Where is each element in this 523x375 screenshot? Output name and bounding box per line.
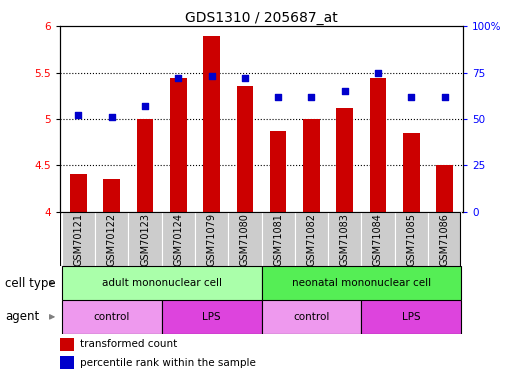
- Bar: [170, 78, 187, 212]
- Text: control: control: [94, 312, 130, 322]
- Bar: [361, 212, 395, 266]
- Bar: [336, 108, 353, 212]
- Text: GSM71086: GSM71086: [439, 213, 450, 266]
- Bar: [128, 212, 162, 266]
- Text: GSM71084: GSM71084: [373, 213, 383, 266]
- Bar: [137, 119, 153, 212]
- Bar: [361, 300, 461, 334]
- Bar: [303, 119, 320, 212]
- Text: LPS: LPS: [202, 312, 221, 322]
- Text: control: control: [293, 312, 329, 322]
- Text: GSM71083: GSM71083: [340, 213, 350, 266]
- Bar: [95, 212, 128, 266]
- Point: [307, 94, 315, 100]
- Point: [340, 88, 349, 94]
- Point: [274, 94, 282, 100]
- Text: neonatal mononuclear cell: neonatal mononuclear cell: [292, 278, 431, 288]
- Bar: [104, 179, 120, 212]
- Text: GSM71082: GSM71082: [306, 213, 316, 266]
- Bar: [328, 212, 361, 266]
- Bar: [403, 133, 419, 212]
- Bar: [62, 212, 95, 266]
- Bar: [370, 78, 386, 212]
- Bar: [60, 356, 74, 369]
- Bar: [162, 212, 195, 266]
- Bar: [270, 131, 287, 212]
- Text: agent: agent: [5, 310, 39, 323]
- Point: [440, 94, 449, 100]
- Text: cell type: cell type: [5, 277, 56, 290]
- Bar: [428, 212, 461, 266]
- Text: GSM70122: GSM70122: [107, 213, 117, 266]
- Text: GSM70123: GSM70123: [140, 213, 150, 266]
- Bar: [60, 338, 74, 351]
- Text: GSM71085: GSM71085: [406, 213, 416, 266]
- Bar: [295, 212, 328, 266]
- Bar: [262, 300, 361, 334]
- Bar: [236, 86, 253, 212]
- Bar: [62, 300, 162, 334]
- Text: LPS: LPS: [402, 312, 420, 322]
- Text: GSM71079: GSM71079: [207, 213, 217, 266]
- Bar: [203, 36, 220, 212]
- Bar: [70, 174, 87, 212]
- Point: [141, 103, 149, 109]
- Bar: [228, 212, 262, 266]
- Point: [74, 112, 83, 118]
- Bar: [436, 165, 453, 212]
- Point: [174, 75, 183, 81]
- Text: GSM71080: GSM71080: [240, 213, 250, 266]
- Point: [108, 114, 116, 120]
- Bar: [262, 266, 461, 300]
- Point: [407, 94, 415, 100]
- Bar: [162, 300, 262, 334]
- Text: percentile rank within the sample: percentile rank within the sample: [81, 358, 256, 368]
- Bar: [62, 266, 262, 300]
- Bar: [395, 212, 428, 266]
- Bar: [195, 212, 228, 266]
- Point: [374, 70, 382, 76]
- Point: [241, 75, 249, 81]
- Text: GSM70124: GSM70124: [173, 213, 183, 266]
- Text: adult mononuclear cell: adult mononuclear cell: [101, 278, 222, 288]
- Bar: [262, 212, 295, 266]
- Text: transformed count: transformed count: [81, 339, 177, 349]
- Point: [208, 74, 216, 80]
- Text: GSM70121: GSM70121: [73, 213, 84, 266]
- Title: GDS1310 / 205687_at: GDS1310 / 205687_at: [185, 11, 338, 25]
- Text: GSM71081: GSM71081: [273, 213, 283, 266]
